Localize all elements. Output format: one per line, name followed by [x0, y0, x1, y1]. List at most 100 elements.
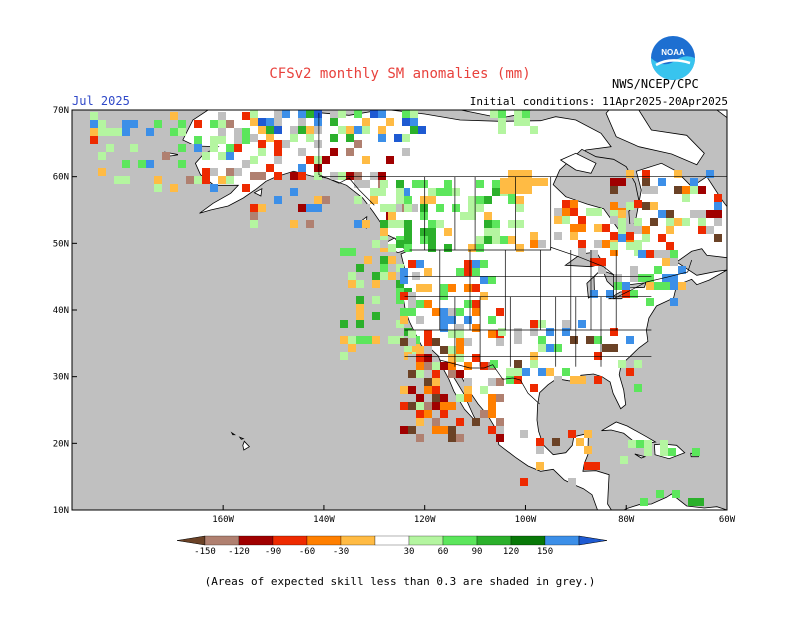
anomaly-cell — [472, 308, 480, 316]
anomaly-cell — [186, 144, 194, 152]
anomaly-cell — [490, 110, 498, 118]
anomaly-cell — [346, 172, 354, 180]
anomaly-cell — [464, 362, 472, 370]
colorbar-label: -60 — [299, 547, 315, 557]
anomaly-cell — [432, 394, 440, 402]
anomaly-cell — [508, 196, 516, 204]
anomaly-cell — [484, 196, 492, 204]
lat-tick-label: 70N — [53, 106, 69, 116]
anomaly-cell — [714, 234, 722, 242]
anomaly-cell — [432, 386, 440, 394]
anomaly-cell — [210, 136, 218, 144]
anomaly-cell — [98, 160, 106, 168]
anomaly-cell — [592, 462, 600, 470]
anomaly-cell — [356, 304, 364, 312]
anomaly-cell — [578, 240, 586, 248]
anomaly-cell — [388, 220, 396, 228]
anomaly-cell — [492, 188, 500, 196]
anomaly-cell — [444, 188, 452, 196]
anomaly-cell — [170, 112, 178, 120]
anomaly-cell — [506, 376, 514, 384]
anomaly-cell — [480, 260, 488, 268]
anomaly-cell — [618, 210, 626, 218]
anomaly-cell — [516, 196, 524, 204]
anomaly-cell — [642, 170, 650, 178]
anomaly-cell — [194, 144, 202, 152]
greenland — [716, 110, 727, 119]
colorbar-bin — [476, 535, 512, 546]
anomaly-cell — [444, 228, 452, 236]
anomaly-cell — [460, 212, 468, 220]
anomaly-cell — [380, 228, 388, 236]
colorbar-bin — [272, 535, 308, 546]
anomaly-cell — [666, 210, 674, 218]
anomaly-cell — [274, 196, 282, 204]
lon-tick-label: 140W — [313, 515, 335, 525]
anomaly-cell — [690, 178, 698, 186]
anomaly-cell — [578, 376, 586, 384]
anomaly-cell — [130, 128, 138, 136]
anomaly-cell — [622, 282, 630, 290]
anomaly-cell — [424, 402, 432, 410]
anomaly-cell — [514, 360, 522, 368]
land-layer — [90, 110, 727, 510]
anomaly-cell — [122, 136, 130, 144]
anomaly-cell — [226, 168, 234, 176]
colorbar-bin — [510, 535, 546, 546]
anomaly-cell — [400, 386, 408, 394]
anomaly-cell — [626, 224, 634, 232]
anomaly-cell — [626, 202, 634, 210]
map-axes: 70N 60N 50N 40N 30N 20N 10N 160W 140W 120W 100W 80W… — [53, 106, 736, 525]
anomaly-cell — [420, 236, 428, 244]
anomaly-cell — [634, 240, 642, 248]
anomaly-cell — [448, 426, 456, 434]
anomaly-cell — [546, 368, 554, 376]
anomaly-cell — [602, 344, 610, 352]
anomaly-cell — [698, 218, 706, 226]
anomaly-cell — [356, 336, 364, 344]
anomaly-cell — [618, 178, 626, 186]
anomaly-cell — [440, 378, 448, 386]
anomaly-cell — [456, 324, 464, 332]
anomaly-cell — [492, 180, 500, 188]
anomaly-cell — [662, 258, 670, 266]
anomaly-cell — [364, 296, 372, 304]
anomaly-cell — [402, 134, 410, 142]
anomaly-cell — [396, 220, 404, 228]
anomaly-cell — [584, 446, 592, 454]
baffin-island — [605, 110, 705, 166]
colorbar-bin — [408, 535, 444, 546]
anomaly-cell — [340, 248, 348, 256]
anomaly-cell — [408, 308, 416, 316]
anomaly-cell — [456, 370, 464, 378]
anomaly-cell — [338, 110, 346, 118]
anomaly-cell — [388, 336, 396, 344]
anomaly-cell — [178, 160, 186, 168]
agency-label: NWS/NCEP/CPC — [612, 77, 699, 91]
anomaly-cell — [658, 178, 666, 186]
anomaly-cell — [456, 330, 464, 338]
anomaly-cell — [464, 386, 472, 394]
anomaly-cell — [472, 268, 480, 276]
anomaly-cell — [638, 274, 646, 282]
anomaly-cell — [428, 236, 436, 244]
anomaly-cell — [274, 126, 282, 134]
anomaly-cell — [378, 110, 386, 118]
anomaly-cell — [298, 204, 306, 212]
anomaly-cell — [202, 176, 210, 184]
anomaly-cell — [372, 336, 380, 344]
anomaly-cell — [274, 148, 282, 156]
anomaly-cell — [408, 260, 416, 268]
anomaly-cell — [306, 188, 314, 196]
anomaly-cell — [370, 196, 378, 204]
anomaly-cell — [330, 188, 338, 196]
colorbar-label: -90 — [265, 547, 281, 557]
anomaly-cell — [594, 240, 602, 248]
anomaly-cell — [258, 148, 266, 156]
initial-conditions: Initial conditions: 11Apr2025-20Apr2025 — [469, 95, 728, 108]
anomaly-cell — [650, 202, 658, 210]
anomaly-cell — [472, 300, 480, 308]
anomaly-cell — [186, 168, 194, 176]
anomaly-cell — [388, 244, 396, 252]
anomaly-cell — [514, 328, 522, 336]
